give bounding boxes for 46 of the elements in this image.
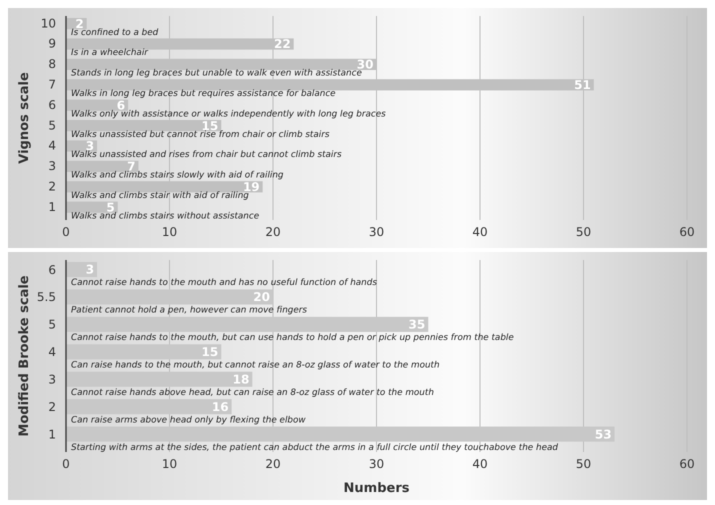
y-tick-label: 4 <box>48 138 56 153</box>
x-tick-label: 40 <box>472 225 488 239</box>
x-tick-label: 40 <box>472 457 488 471</box>
annotation: Walks in long leg braces but requires assistance for balance <box>71 88 336 99</box>
y-axis-title: Vignos scale <box>17 72 32 164</box>
y-tick-label: 5 <box>48 118 56 132</box>
annotation: Cannot raise hands to the mouth, but can use hands to hold a pen or pick up pennies from the table <box>71 333 514 344</box>
x-tick-label: 50 <box>576 225 592 239</box>
y-tick-label: 4 <box>48 345 56 360</box>
annotation: Can raise arms above head only by flexing the elbow <box>71 415 306 426</box>
x-tick-label: 30 <box>368 225 384 239</box>
y-tick-label: 6 <box>48 262 56 277</box>
x-axis-title: Numbers <box>344 481 410 496</box>
x-tick-label: 10 <box>162 225 178 239</box>
y-tick-label: 2 <box>48 180 56 194</box>
y-tick-label: 7 <box>48 78 56 92</box>
x-tick-label: 10 <box>162 457 178 471</box>
data-label: 22 <box>274 37 291 52</box>
x-tick-label: 60 <box>679 225 695 239</box>
y-tick-label: 10 <box>40 16 56 30</box>
x-tick-label: 50 <box>576 457 592 471</box>
y-tick-label: 9 <box>48 36 56 51</box>
y-tick-label: 1 <box>48 427 56 442</box>
y-axis-title: Modified Brooke scale <box>17 275 32 437</box>
annotation: Can raise hands to the mouth, but cannot raise an 8-oz glass of water to the mouth <box>71 360 440 371</box>
annotation: Cannot raise hands above head, but can raise an 8-oz glass of water to the mouth <box>71 388 434 398</box>
x-tick-label: 0 <box>62 225 70 239</box>
annotation: Cannot raise hands to the mouth and has no useful function of hands <box>71 278 378 288</box>
data-label: 51 <box>574 78 591 92</box>
y-tick-label: 1 <box>48 200 56 214</box>
y-tick-label: 5.5 <box>36 290 56 304</box>
x-tick-label: 20 <box>265 457 281 471</box>
y-tick-label: 3 <box>48 372 56 387</box>
y-tick-label: 5 <box>48 318 56 332</box>
y-tick-label: 8 <box>48 57 56 72</box>
x-tick-label: 60 <box>679 457 695 471</box>
annotation: Starting with arms at the sides, the patient can abduct the arms in a full circle until they touchabove the head <box>71 442 558 453</box>
y-tick-label: 2 <box>48 400 56 414</box>
annotation: Walks unassisted but cannot rise from chair or climb stairs <box>71 130 330 140</box>
x-tick-label: 30 <box>368 457 384 471</box>
y-tick-label: 6 <box>48 98 56 112</box>
annotation: Patient cannot hold a pen, however can move fingers <box>71 306 308 316</box>
annotation: Is in a wheelchair <box>71 48 150 58</box>
x-tick-label: 0 <box>62 457 70 471</box>
y-tick-label: 3 <box>48 159 56 174</box>
x-tick-label: 20 <box>265 225 281 239</box>
